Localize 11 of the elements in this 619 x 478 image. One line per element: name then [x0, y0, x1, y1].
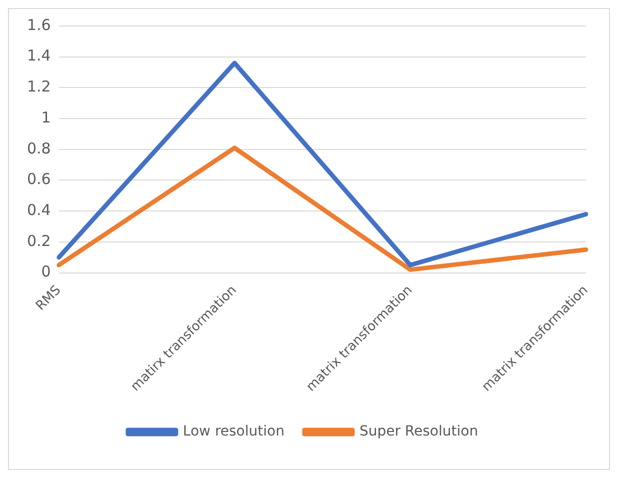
y-tick-label: 0.4 — [26, 200, 51, 219]
legend-label: Super Resolution — [359, 424, 478, 440]
y-tick-label: 0 — [41, 262, 51, 281]
legend-label: Low resolution — [182, 424, 284, 440]
y-tick-label: 1.6 — [26, 16, 51, 34]
y-tick-label: 0.8 — [26, 139, 51, 158]
y-tick-label: 1.4 — [26, 46, 51, 65]
y-tick-label: 0.2 — [26, 232, 51, 250]
y-tick-label: 0.6 — [26, 170, 51, 188]
y-tick-label: 1.2 — [26, 78, 51, 96]
y-tick-label: 1 — [41, 108, 51, 126]
